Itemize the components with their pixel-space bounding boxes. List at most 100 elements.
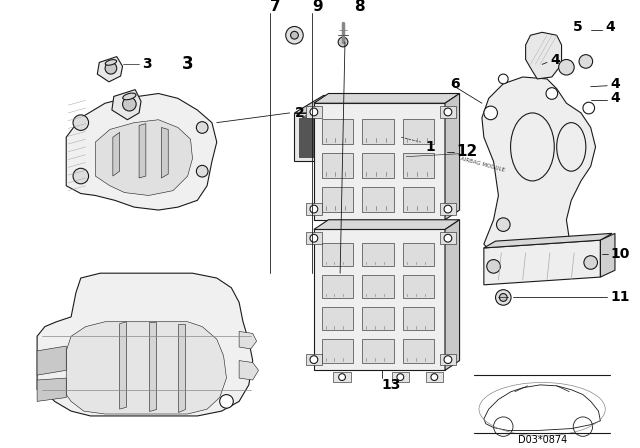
Polygon shape [66, 322, 227, 414]
Circle shape [310, 234, 318, 242]
Polygon shape [322, 339, 353, 362]
Text: 11: 11 [610, 290, 630, 305]
Circle shape [291, 31, 298, 39]
Circle shape [397, 374, 404, 380]
Text: 4: 4 [610, 77, 620, 91]
Polygon shape [426, 372, 443, 382]
Polygon shape [403, 339, 435, 362]
Text: 8: 8 [354, 0, 364, 13]
Ellipse shape [123, 93, 136, 100]
Polygon shape [362, 153, 394, 178]
Polygon shape [445, 220, 460, 370]
Polygon shape [403, 275, 435, 298]
Polygon shape [139, 124, 146, 178]
Polygon shape [306, 233, 322, 244]
Polygon shape [401, 95, 431, 161]
Text: 2: 2 [294, 106, 304, 120]
Text: 6: 6 [450, 77, 460, 91]
Circle shape [431, 374, 438, 380]
Text: 12: 12 [457, 144, 478, 159]
Circle shape [196, 165, 208, 177]
Circle shape [444, 205, 452, 213]
Polygon shape [403, 119, 435, 144]
Polygon shape [66, 94, 217, 210]
Polygon shape [403, 153, 435, 178]
Text: 9: 9 [312, 0, 323, 13]
Polygon shape [484, 233, 612, 248]
Polygon shape [440, 233, 456, 244]
Polygon shape [95, 120, 193, 195]
Circle shape [579, 55, 593, 68]
Polygon shape [322, 307, 353, 331]
Text: 4: 4 [610, 91, 620, 105]
Circle shape [105, 62, 116, 74]
Polygon shape [120, 322, 127, 409]
Circle shape [123, 97, 136, 111]
Circle shape [546, 88, 557, 99]
Circle shape [444, 356, 452, 363]
Polygon shape [239, 361, 259, 380]
Polygon shape [161, 128, 168, 178]
Text: 10: 10 [610, 247, 630, 261]
Ellipse shape [105, 60, 116, 65]
Polygon shape [403, 307, 435, 331]
Polygon shape [314, 220, 460, 229]
Polygon shape [112, 90, 141, 120]
Circle shape [559, 60, 574, 75]
Polygon shape [362, 275, 394, 298]
Polygon shape [37, 273, 253, 416]
Polygon shape [314, 103, 445, 220]
Polygon shape [300, 118, 396, 157]
Circle shape [220, 395, 234, 408]
Polygon shape [482, 77, 596, 265]
Polygon shape [314, 229, 445, 370]
Polygon shape [306, 203, 322, 215]
Circle shape [310, 356, 318, 363]
Circle shape [196, 122, 208, 134]
Circle shape [444, 108, 452, 116]
Polygon shape [322, 187, 353, 212]
Polygon shape [306, 106, 322, 118]
Circle shape [584, 256, 598, 269]
Circle shape [73, 115, 88, 130]
Circle shape [339, 374, 346, 380]
Polygon shape [294, 95, 431, 113]
Text: 5: 5 [573, 21, 583, 34]
Circle shape [310, 108, 318, 116]
Circle shape [583, 102, 595, 114]
Circle shape [495, 290, 511, 305]
Polygon shape [362, 119, 394, 144]
Polygon shape [37, 346, 66, 375]
Circle shape [499, 74, 508, 84]
Polygon shape [322, 275, 353, 298]
Polygon shape [484, 240, 600, 285]
Circle shape [487, 259, 500, 273]
Polygon shape [362, 339, 394, 362]
Circle shape [73, 168, 88, 184]
Text: 4: 4 [550, 52, 559, 66]
Text: 3: 3 [182, 56, 193, 73]
Circle shape [497, 218, 510, 232]
Polygon shape [440, 203, 456, 215]
Circle shape [444, 234, 452, 242]
Polygon shape [113, 132, 120, 176]
Circle shape [285, 26, 303, 44]
Polygon shape [239, 332, 257, 349]
Polygon shape [403, 243, 435, 267]
Polygon shape [148, 322, 156, 411]
Text: 1: 1 [426, 140, 435, 154]
Text: 7: 7 [270, 0, 281, 13]
Polygon shape [322, 153, 353, 178]
Polygon shape [314, 94, 460, 103]
Text: AIRBAG MODULE: AIRBAG MODULE [460, 155, 505, 172]
Polygon shape [97, 56, 123, 82]
Polygon shape [440, 354, 456, 366]
Text: 3: 3 [142, 57, 152, 71]
Circle shape [484, 106, 497, 120]
Polygon shape [302, 104, 417, 118]
Polygon shape [294, 113, 401, 161]
Polygon shape [178, 324, 185, 412]
Circle shape [310, 205, 318, 213]
Text: D03*0874: D03*0874 [518, 435, 567, 445]
Polygon shape [600, 233, 615, 277]
